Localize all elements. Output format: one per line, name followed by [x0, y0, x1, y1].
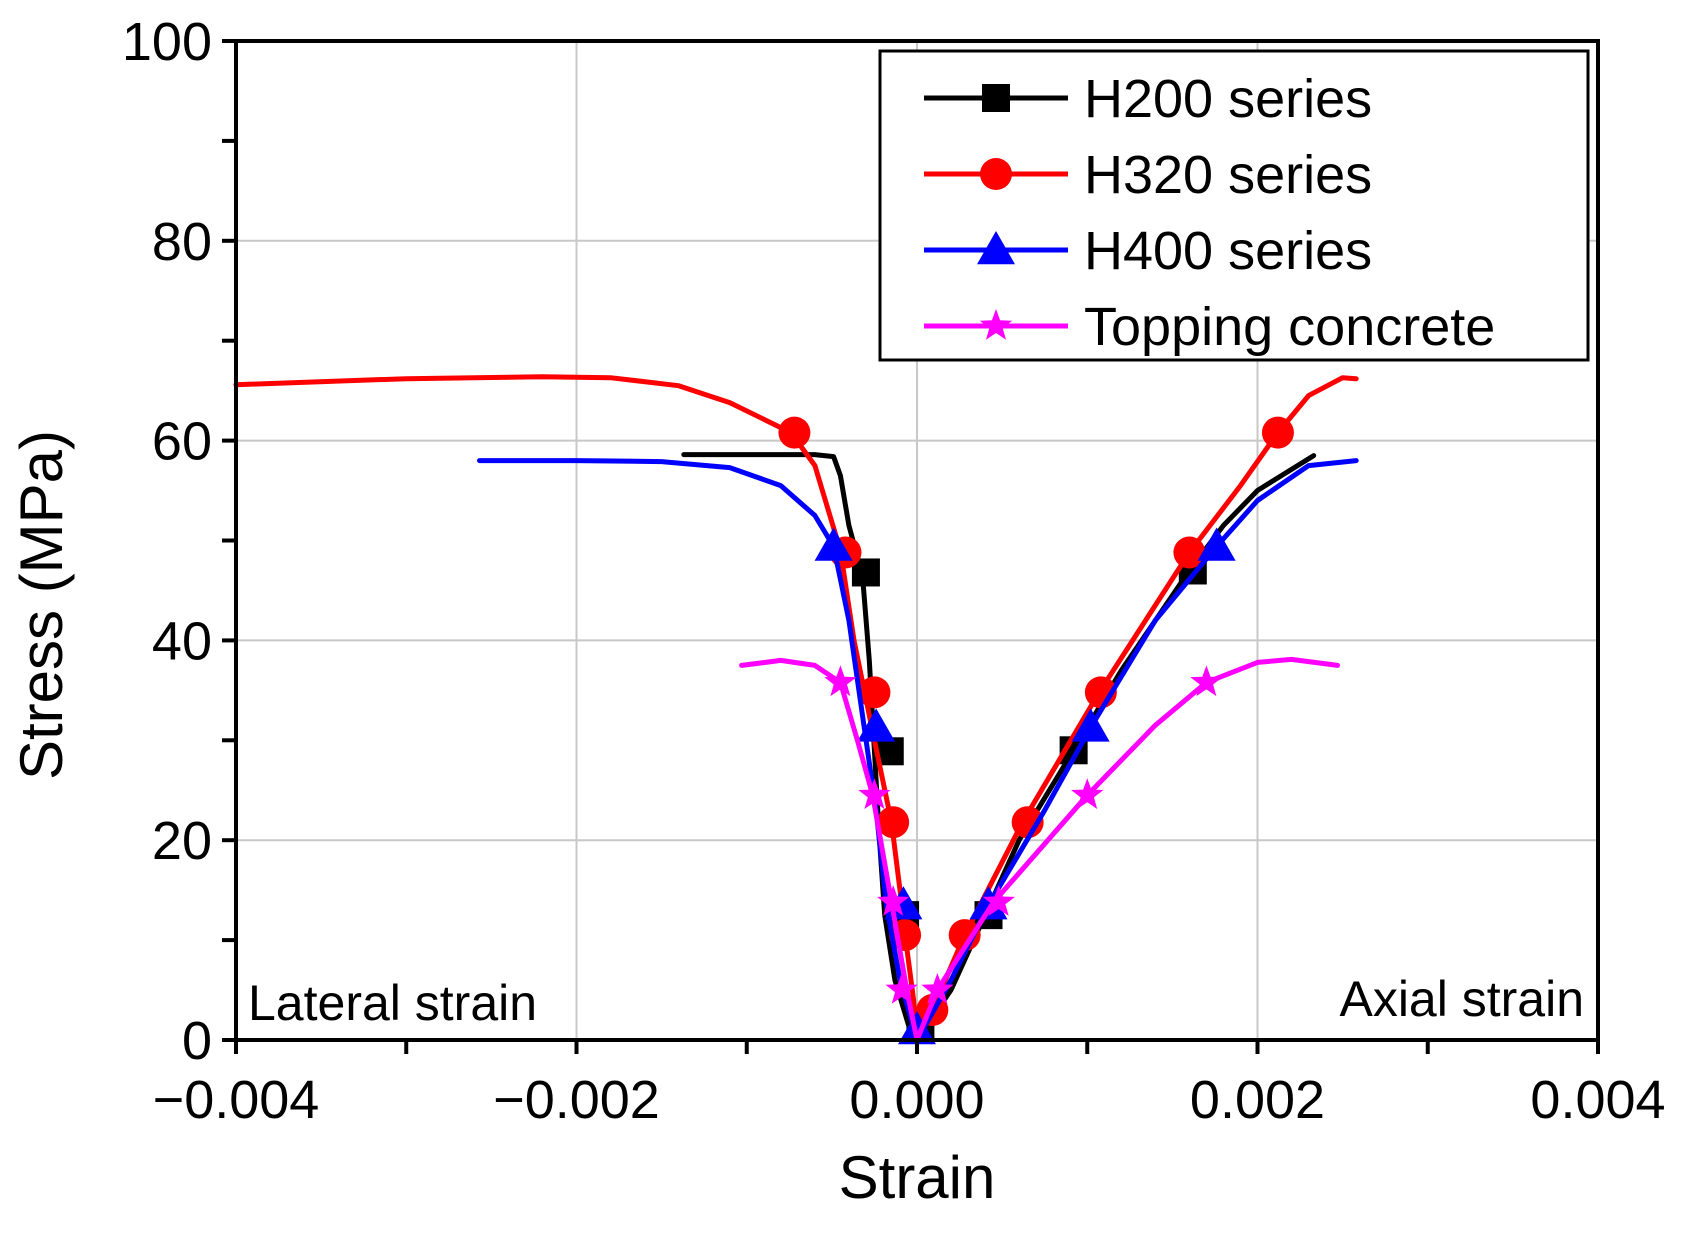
y-tick-label: 80 — [152, 212, 212, 272]
x-tick-label: −0.004 — [153, 1070, 320, 1130]
y-tick-label: 40 — [152, 611, 212, 671]
legend-entry: H320 series — [924, 145, 1372, 205]
triangle-marker — [1197, 527, 1236, 561]
triangle-marker — [814, 527, 853, 561]
lateral-strain-label: Lateral strain — [248, 975, 537, 1031]
y-axis-title: Stress (MPa) — [8, 430, 75, 780]
legend-label: H320 series — [1084, 145, 1372, 205]
legend-label: H400 series — [1084, 221, 1372, 281]
y-tick-label: 100 — [122, 12, 212, 72]
circle-marker — [1173, 536, 1206, 569]
x-tick-label: 0.002 — [1190, 1070, 1325, 1130]
circle-marker — [948, 919, 981, 952]
star-marker — [1071, 778, 1104, 809]
legend-label: H200 series — [1084, 69, 1372, 129]
series-group — [233, 374, 1359, 1043]
star-marker — [877, 885, 910, 916]
series-group — [739, 656, 1340, 1043]
star-marker — [824, 665, 857, 697]
x-tick-label: −0.002 — [493, 1070, 660, 1130]
axial-strain-label: Axial strain — [1339, 971, 1584, 1027]
legend: H200 series H320 series H400 series Topping… — [878, 49, 1590, 362]
legend-entry: Topping concrete — [924, 297, 1495, 357]
y-tick-label: 60 — [152, 412, 212, 472]
x-tick-label: 0.000 — [849, 1070, 984, 1130]
series-line — [233, 374, 1359, 1043]
series-layer — [233, 374, 1359, 1045]
star-marker — [885, 973, 918, 1004]
y-tick-label: 0 — [182, 1011, 212, 1071]
circle-marker — [1261, 416, 1294, 449]
legend-label: Topping concrete — [1084, 297, 1495, 357]
circle-marker — [980, 158, 1012, 190]
triangle-marker — [969, 886, 1008, 920]
y-tick-label: 20 — [152, 811, 212, 871]
star-marker — [982, 885, 1015, 916]
legend-entry: H200 series — [924, 69, 1372, 129]
legend-entry: H400 series — [924, 221, 1372, 281]
series-line — [477, 458, 1359, 1043]
star-marker — [921, 973, 954, 1004]
star-marker — [858, 778, 891, 809]
star-marker — [979, 309, 1013, 340]
annotations: Lateral strain Axial strain — [248, 971, 1584, 1031]
x-tick-label: 0.004 — [1530, 1070, 1665, 1130]
circle-marker — [778, 416, 811, 449]
circle-marker — [858, 676, 891, 709]
series-line — [739, 656, 1340, 1043]
star-marker — [1190, 665, 1223, 697]
square-marker — [982, 84, 1010, 112]
circle-marker — [877, 806, 910, 839]
triangle-marker — [977, 231, 1015, 265]
x-axis-title: Strain — [839, 1144, 996, 1211]
triangle-marker — [1071, 708, 1110, 742]
triangle-marker — [857, 708, 896, 742]
axes: −0.004 −0.002 0.000 0.002 0.004 0 20 40 60 80 100 — [122, 12, 1666, 1130]
